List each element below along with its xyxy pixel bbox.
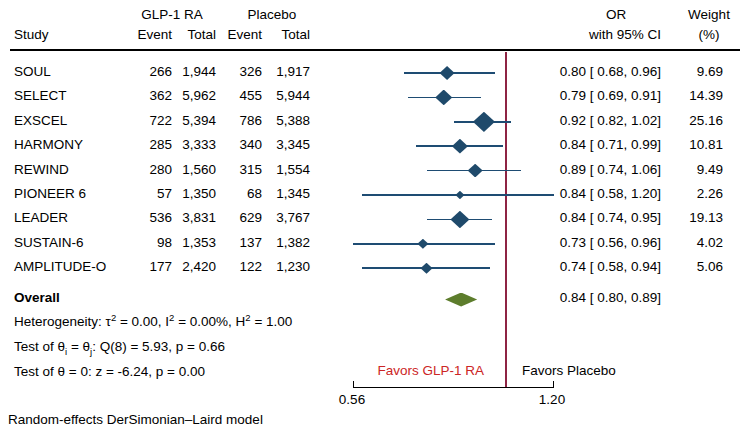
control-total-count: 3,345 — [230, 137, 310, 152]
effect-estimate-marker — [435, 90, 452, 106]
study-name: SUSTAIN-6 — [14, 235, 84, 250]
effect-estimate-marker — [468, 164, 483, 178]
weight-value: 25.16 — [653, 113, 723, 128]
effect-estimate-marker — [417, 239, 428, 249]
weight-value: 2.26 — [653, 186, 723, 201]
total-column-header-control: Total — [230, 27, 310, 42]
overall-label: Overall — [14, 290, 60, 305]
favors-control-label: Favors Placebo — [522, 363, 616, 378]
reference-line — [505, 52, 507, 388]
or-ci-value: 0.74 [ 0.58, 0.94] — [511, 259, 661, 274]
or-ci-column-header: with 95% CI — [511, 27, 661, 42]
study-name: SELECT — [14, 88, 67, 103]
header-rule — [10, 49, 740, 51]
model-footnote: Random-effects DerSimonian–Laird model — [8, 412, 263, 427]
weight-value: 14.39 — [653, 88, 723, 103]
or-ci-value: 0.89 [ 0.74, 1.06] — [511, 162, 661, 177]
weight-pct-header: (%) — [674, 27, 744, 42]
study-name: LEADER — [14, 210, 68, 225]
control-total-count: 5,388 — [230, 113, 310, 128]
control-total-count: 1,345 — [230, 186, 310, 201]
study-name: HARMONY — [14, 137, 83, 152]
control-total-count: 1,230 — [230, 259, 310, 274]
or-ci-value: 0.84 [ 0.71, 0.99] — [511, 137, 661, 152]
control-total-count: 1,382 — [230, 235, 310, 250]
effect-estimate-marker — [421, 263, 433, 274]
homogeneity-test: Test of θi = θj: Q(8) = 5.93, p = 0.66 — [14, 339, 225, 354]
study-name: SOUL — [14, 64, 51, 79]
study-name: PIONEER 6 — [14, 186, 86, 201]
control-total-count: 1,917 — [230, 64, 310, 79]
overall-diamond — [445, 293, 477, 307]
or-ci-value: 0.84 [ 0.74, 0.95] — [511, 210, 661, 225]
weight-value: 9.49 — [653, 162, 723, 177]
effect-estimate-marker — [455, 191, 464, 199]
x-axis-tick-label-min: 0.56 — [327, 392, 377, 407]
effect-estimate-marker — [452, 139, 468, 154]
weight-value: 4.02 — [653, 235, 723, 250]
x-axis-tick-left — [353, 381, 354, 388]
control-total-count: 3,767 — [230, 210, 310, 225]
overall-or-value: 0.84 [ 0.80, 0.89] — [511, 290, 661, 305]
control-total-count: 1,554 — [230, 162, 310, 177]
study-name: EXSCEL — [14, 113, 67, 128]
weight-value: 5.06 — [653, 259, 723, 274]
weight-value: 10.81 — [653, 137, 723, 152]
heterogeneity-stats: Heterogeneity: τ2 = 0.00, I2 = 0.00%, H2… — [14, 314, 292, 329]
treatment-group-header: GLP-1 RA — [122, 7, 222, 22]
control-group-header: Placebo — [222, 7, 322, 22]
effect-estimate-marker — [440, 66, 455, 80]
weight-value: 19.13 — [653, 210, 723, 225]
forest-plot-figure: GLP-1 RA Placebo Study Event Total Event… — [0, 0, 746, 440]
control-total-count: 5,944 — [230, 88, 310, 103]
or-ci-value: 0.79 [ 0.69, 0.91] — [511, 88, 661, 103]
effect-test: Test of θ = 0: z = -6.24, p = 0.00 — [14, 364, 205, 379]
or-ci-value: 0.80 [ 0.68, 0.96] — [511, 64, 661, 79]
or-column-header: OR — [576, 7, 656, 22]
favors-treatment-label: Favors GLP-1 RA — [334, 363, 484, 378]
or-ci-value: 0.73 [ 0.56, 0.96] — [511, 235, 661, 250]
study-column-header: Study — [14, 27, 49, 42]
study-name: REWIND — [14, 162, 69, 177]
x-axis-line — [353, 387, 554, 388]
x-axis-tick-label-max: 1.20 — [527, 392, 577, 407]
or-ci-value: 0.92 [ 0.82, 1.02] — [511, 113, 661, 128]
effect-estimate-marker — [450, 211, 469, 228]
x-axis-tick-right — [553, 381, 554, 388]
weight-value: 9.69 — [653, 64, 723, 79]
weight-column-header: Weight — [674, 7, 744, 22]
effect-estimate-marker — [473, 112, 495, 132]
